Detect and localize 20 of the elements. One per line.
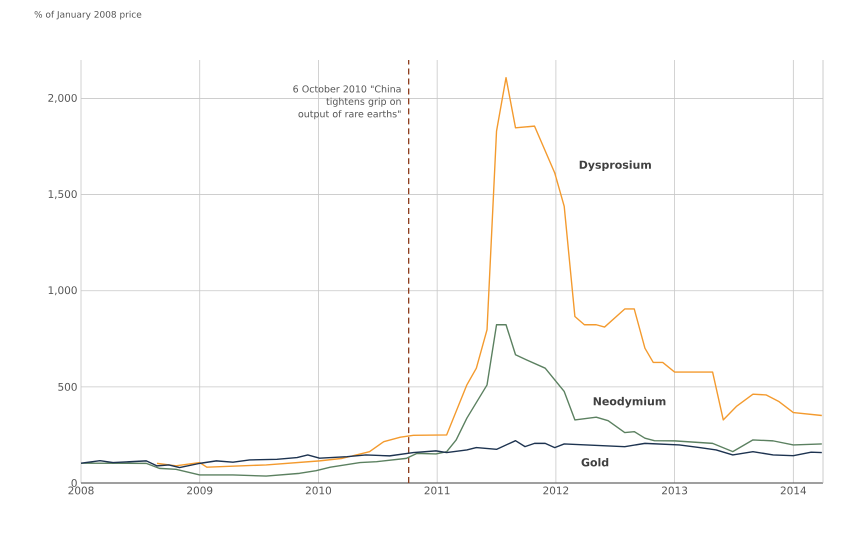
x-tick-label: 2010	[306, 486, 332, 494]
series-label: Neodymium	[594, 396, 666, 408]
y-tick-label: 1,000	[48, 286, 77, 296]
x-tick-label: 2009	[187, 486, 212, 494]
x-tick-label: 2013	[662, 486, 688, 494]
line-series	[156, 76, 823, 468]
y-tick-label: 0	[72, 479, 77, 487]
x-tick-label: 2012	[543, 486, 568, 494]
x-tick-label: 2014	[780, 486, 806, 494]
ref-line-label: 6 October 2010 "China tightens grip on output of rare earths"	[293, 85, 401, 120]
line-series	[80, 440, 823, 468]
series-label: Gold	[582, 458, 608, 466]
x-tick-label: 2008	[68, 486, 94, 494]
text: Dysprosium	[580, 160, 651, 172]
y-tick-label: 500	[58, 382, 77, 391]
x-tick-label: 2011	[424, 486, 450, 494]
y-tick-label: 2,000	[48, 94, 77, 103]
y-axis-title: % of January 2008 price	[34, 10, 142, 20]
line-series	[80, 324, 823, 477]
y-tick-label: 1,500	[48, 190, 77, 200]
